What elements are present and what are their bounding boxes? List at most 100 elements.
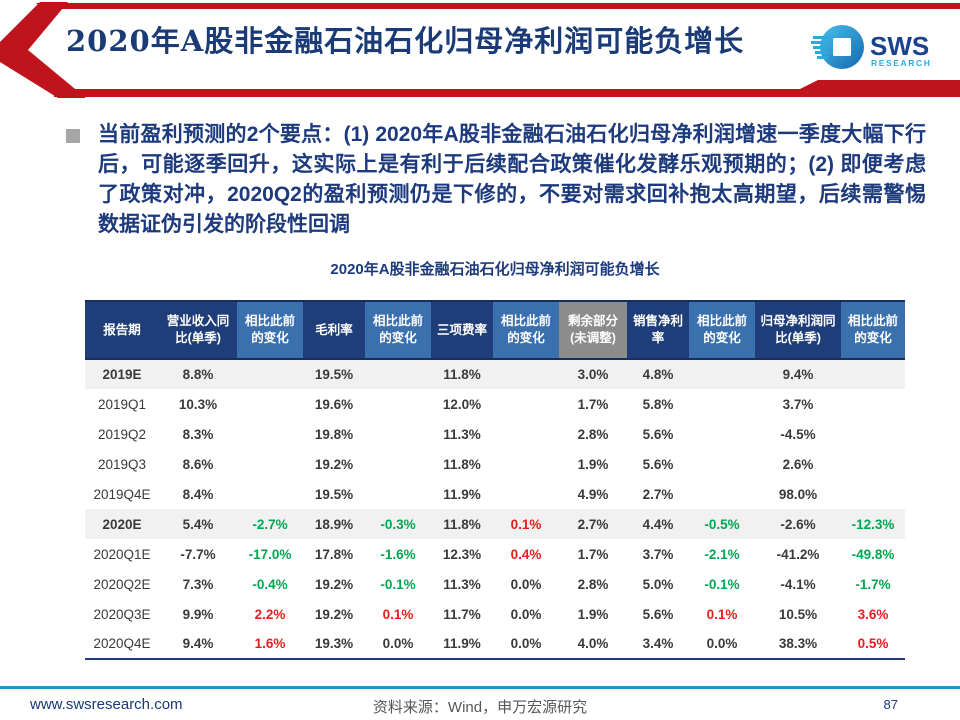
table-cell: 0.1% — [382, 606, 414, 622]
ribbon-top-strip — [36, 3, 960, 9]
table-cell: 2.7% — [642, 486, 674, 502]
table-cell: 0.0% — [706, 636, 738, 651]
table-cell: -1.6% — [380, 546, 416, 562]
table-cell: 9.4% — [782, 367, 814, 382]
table-cell — [365, 479, 431, 509]
red-ribbon-decoration — [0, 2, 960, 98]
table-cell — [365, 389, 431, 419]
table-cell: 10.5% — [778, 606, 818, 622]
table-cell: 10.3% — [178, 396, 218, 412]
table-cell: 0.0% — [510, 636, 542, 651]
table-cell: 1.9% — [577, 456, 609, 472]
page-title: 2020年A股非金融石油石化归母净利润可能负增长 — [66, 24, 745, 58]
table-cell — [493, 359, 559, 389]
row-period-label: 2019E — [102, 367, 142, 382]
table-cell: 18.9% — [314, 516, 354, 532]
bullet-square-icon — [66, 129, 80, 143]
row-period-label: 2019Q3 — [97, 456, 147, 472]
ribbon-bottom-band — [54, 80, 960, 97]
table-cell: 17.8% — [314, 546, 354, 562]
footer-divider — [0, 686, 960, 689]
column-header: 三项费率 — [431, 300, 493, 360]
table-cell: 11.9% — [443, 486, 481, 502]
table-cell: 5.0% — [642, 576, 674, 592]
table-cell — [493, 419, 559, 449]
column-header: 营业收入同比(单季) — [159, 300, 237, 360]
table-cell: 0.1% — [706, 606, 738, 622]
column-header: 相比此前的变化 — [841, 300, 905, 360]
table-cell — [689, 419, 755, 449]
table-cell: -0.3% — [380, 516, 416, 532]
table-cell: -7.7% — [180, 546, 216, 562]
table-cell: 0.0% — [382, 636, 414, 651]
table-cell: -0.5% — [704, 516, 740, 532]
table-cell: -0.1% — [704, 576, 740, 592]
table-row: 2019Q4E 8.4% 19.5% 11.9% 4.9% 2.7% 98.0% — [85, 479, 905, 509]
table-cell: 11.8% — [443, 456, 481, 472]
table-cell: 19.2% — [314, 456, 354, 472]
table-row: 2020Q1E -7.7% -17.0% 17.8% -1.6% 12.3% 0.4% 1.7… — [85, 539, 905, 569]
sws-logo-text: SWS — [870, 31, 929, 61]
table-cell — [365, 449, 431, 479]
table-cell: -2.6% — [780, 516, 816, 532]
table-cell: 4.4% — [642, 516, 674, 532]
column-header: 相比此前的变化 — [689, 300, 755, 360]
table-cell: 2.2% — [254, 606, 286, 622]
footer-website: www.swsresearch.com — [30, 696, 183, 713]
table-cell: 11.3% — [443, 426, 481, 442]
table-row: 2020Q2E 7.3% -0.4% 19.2% -0.1% 11.3% 0.0% 2.8% 5… — [85, 569, 905, 599]
table-cell: 3.7% — [642, 546, 674, 562]
column-header: 归母净利润同比(单季) — [755, 300, 841, 360]
table-cell — [237, 449, 303, 479]
table-cell — [689, 389, 755, 419]
sws-logo: SWS RESEARCH — [810, 20, 938, 76]
table-cell: 7.3% — [182, 576, 214, 592]
table-cell: 11.9% — [443, 636, 481, 651]
table-cell — [841, 389, 905, 419]
slide-footer: www.swsresearch.com 资料来源：Wind，申万宏源研究 87 — [0, 693, 960, 720]
table-cell: 5.6% — [642, 426, 674, 442]
table-cell — [689, 359, 755, 389]
table-cell — [237, 359, 303, 389]
table-cell: -41.2% — [776, 546, 820, 562]
table-cell: 8.3% — [182, 426, 214, 442]
column-header: 销售净利率 — [627, 300, 689, 360]
table-cell — [841, 359, 905, 389]
row-period-label: 2020E — [102, 516, 142, 532]
table-cell: -0.1% — [380, 576, 416, 592]
column-header: 报告期 — [85, 300, 159, 360]
table-cell: 19.2% — [314, 606, 354, 622]
row-period-label: 2020Q1E — [93, 546, 151, 562]
table-row: 2020E 5.4% -2.7% 18.9% -0.3% 11.8% 0.1% 2.7% 4.4… — [85, 509, 905, 539]
table-cell: -1.7% — [855, 576, 891, 592]
key-points-block: 当前盈利预测的2个要点：(1) 2020年A股非金融石油石化归母净利润增速一季度… — [60, 120, 926, 240]
ribbon-left-chevron-icon — [0, 2, 86, 98]
table-cell: 1.7% — [577, 546, 609, 562]
slide-header: 2020年A股非金融石油石化归母净利润可能负增长 — [0, 0, 960, 100]
table-cell: 1.6% — [254, 636, 286, 651]
column-header: 相比此前的变化 — [365, 300, 431, 360]
table-cell: 4.0% — [577, 636, 609, 651]
row-period-label: 2019Q2 — [97, 426, 147, 442]
earnings-forecast-table-wrap: 报告期 营业收入同比(单季) 相比此前的变化 毛利率 相比此前的变化 三项费率 相比此前的变… — [85, 300, 905, 660]
table-row: 2019Q2 8.3% 19.8% 11.3% 2.8% 5.6% -4.5% — [85, 419, 905, 449]
table-cell: 3.4% — [642, 636, 674, 651]
table-cell — [365, 359, 431, 389]
table-cell: -0.4% — [252, 576, 288, 592]
table-cell — [493, 449, 559, 479]
table-cell — [237, 479, 303, 509]
table-cell: -2.1% — [704, 546, 740, 562]
table-cell: 11.3% — [443, 576, 481, 592]
table-cell: 19.8% — [314, 426, 354, 442]
table-row: 2019Q1 10.3% 19.6% 12.0% 1.7% 5.8% 3.7% — [85, 389, 905, 419]
table-cell: 8.6% — [182, 456, 214, 472]
table-cell — [841, 449, 905, 479]
table-cell: 3.0% — [577, 367, 609, 382]
table-header: 报告期 营业收入同比(单季) 相比此前的变化 毛利率 相比此前的变化 三项费率 相比此前的变… — [85, 300, 905, 360]
table-cell — [841, 479, 905, 509]
table-cell: 11.8% — [443, 367, 481, 382]
table-cell: 19.2% — [314, 576, 354, 592]
table-cell: 0.1% — [510, 516, 542, 532]
table-cell — [841, 419, 905, 449]
